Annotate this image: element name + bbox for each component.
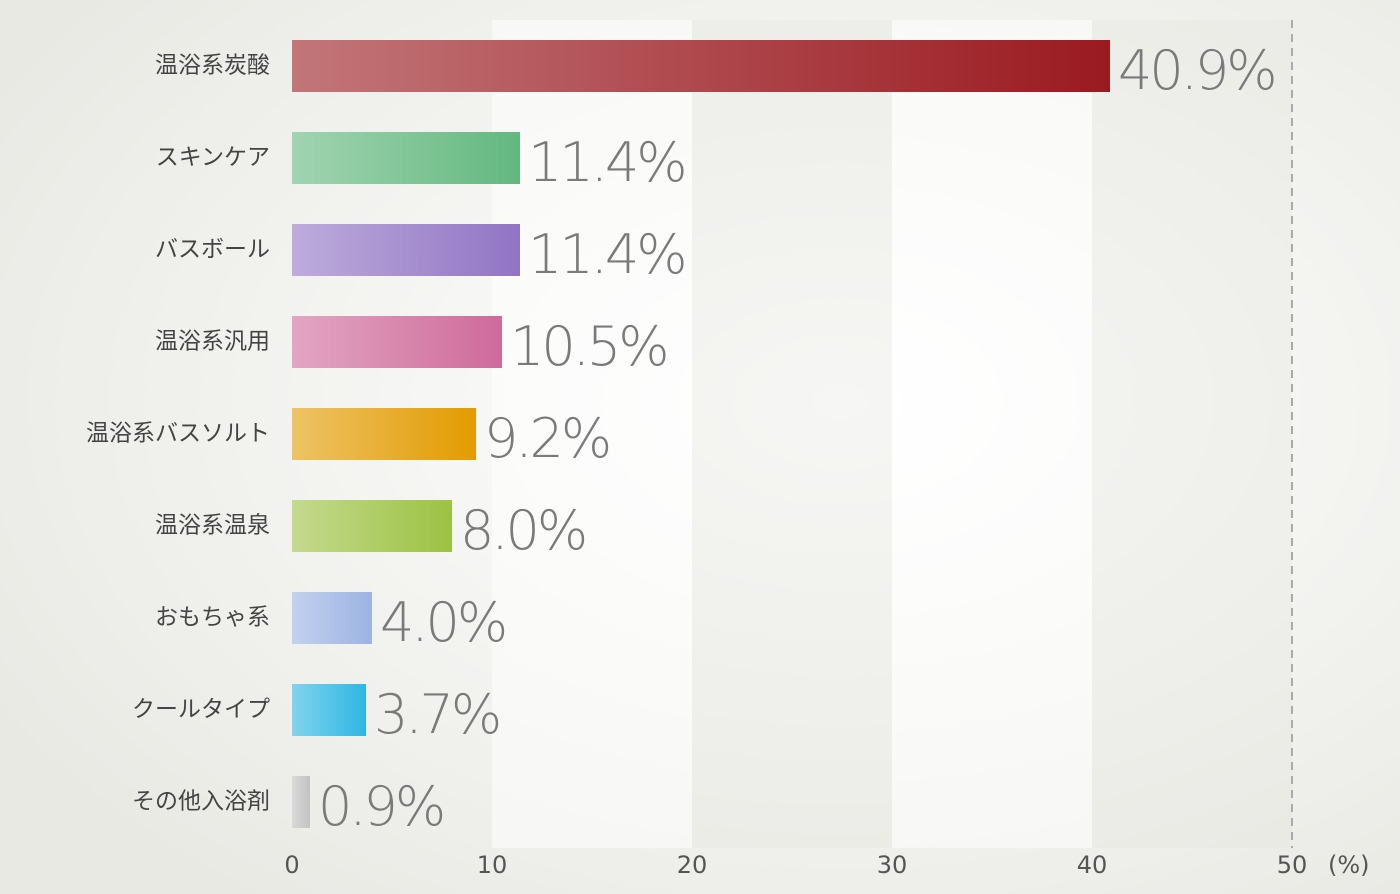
band: [892, 20, 1092, 848]
band: [1092, 20, 1292, 848]
value-label: 9.2%: [484, 407, 609, 470]
category-label: 温浴系汎用: [155, 329, 270, 355]
value-label: 11.4%: [528, 223, 685, 286]
value-label: 8.0%: [460, 499, 585, 562]
x-tick-label: 0: [284, 851, 299, 879]
x-axis-label: (%): [1328, 851, 1370, 879]
x-tick-label: 10: [477, 851, 508, 879]
band: [492, 20, 692, 848]
bar: [292, 592, 372, 644]
value-label: 3.7%: [374, 683, 499, 746]
value-label: 4.0%: [380, 591, 505, 654]
x-tick-label: 30: [877, 851, 908, 879]
category-label: スキンケア: [156, 145, 270, 171]
x-tick-label: 40: [1077, 851, 1108, 879]
bar: [292, 224, 520, 276]
x-tick-label: 20: [677, 851, 708, 879]
value-label: 11.4%: [528, 131, 685, 194]
category-label: 温浴系バスソルト: [86, 421, 270, 447]
category-label: バスボール: [155, 237, 270, 263]
bar: [292, 776, 310, 828]
bar: [292, 684, 366, 736]
value-label: 0.9%: [318, 775, 443, 838]
bar: [292, 408, 476, 460]
x-tick-label: 50: [1277, 851, 1308, 879]
category-label: クールタイプ: [132, 697, 270, 723]
category-label: 温浴系炭酸: [155, 53, 270, 79]
bar: [292, 40, 1110, 92]
value-label: 10.5%: [510, 315, 667, 378]
value-label: 40.9%: [1118, 39, 1275, 102]
category-label: その他入浴剤: [132, 789, 270, 815]
bar: [292, 132, 520, 184]
band: [692, 20, 892, 848]
bar: [292, 316, 502, 368]
category-label: おもちゃ系: [155, 605, 270, 631]
category-label: 温浴系温泉: [155, 513, 270, 539]
bar: [292, 500, 452, 552]
